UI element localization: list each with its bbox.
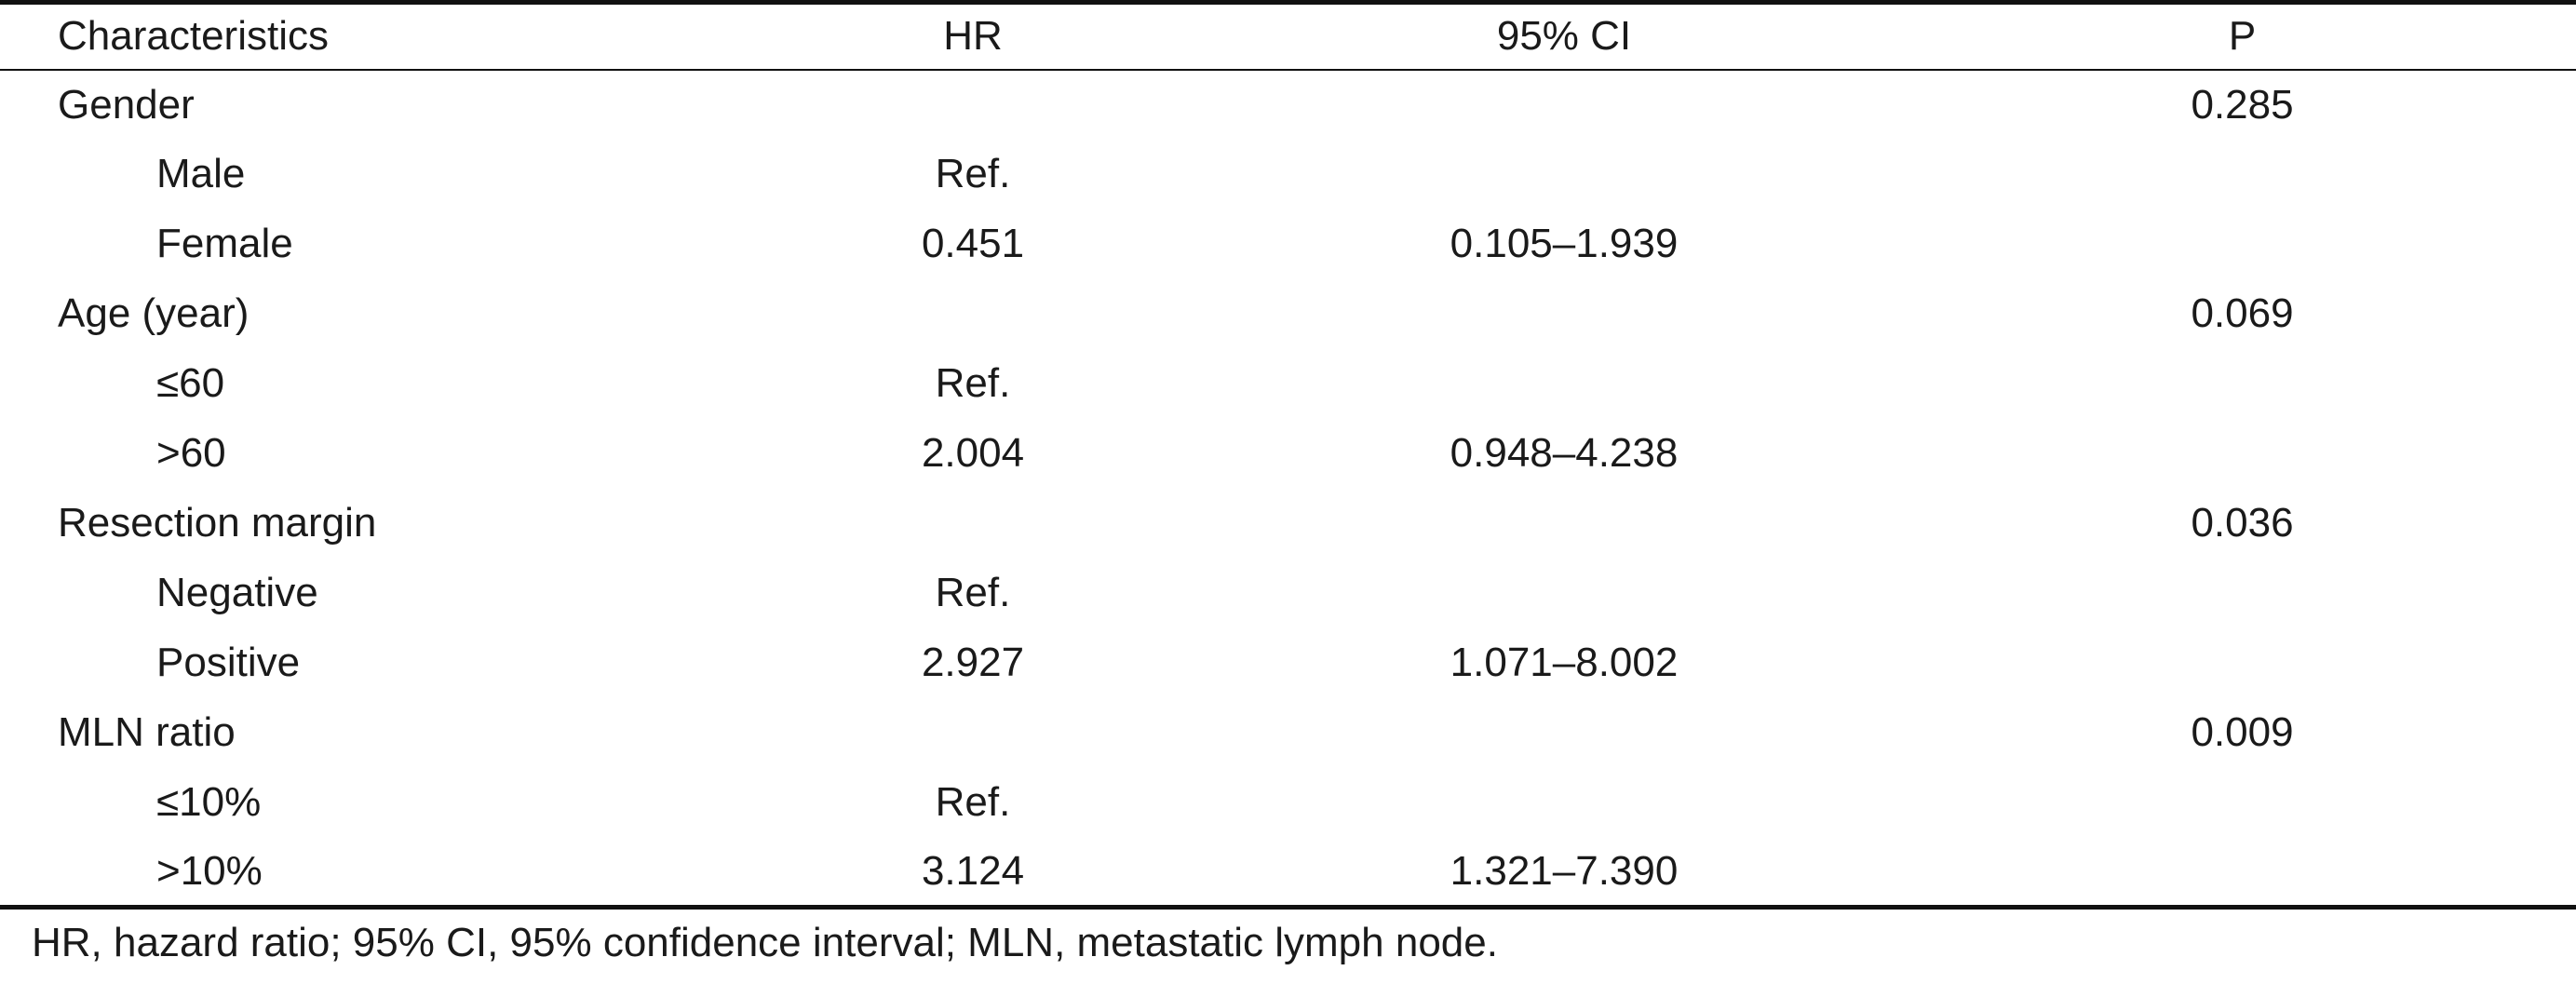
table-row: Age (year) 0.069 bbox=[0, 279, 2576, 349]
cell-p: 0.009 bbox=[2191, 709, 2294, 755]
cell-hr bbox=[726, 70, 1220, 140]
cell-p bbox=[1908, 768, 2576, 838]
header-characteristics: Characteristics bbox=[0, 0, 726, 71]
table-footnote: HR, hazard ratio; 95% CI, 95% confidence… bbox=[32, 920, 1498, 965]
cell-ci: 1.071–8.002 bbox=[1450, 640, 1679, 685]
table-body: Gender 0.285 Male Ref. Female 0.451 0.105–1.93… bbox=[0, 70, 2576, 910]
cell-hr: Ref. bbox=[935, 151, 1011, 196]
cell-ci: 1.321–7.390 bbox=[1220, 837, 1908, 910]
table-row: Male Ref. bbox=[0, 140, 2576, 209]
table-row: Gender 0.285 bbox=[0, 70, 2576, 140]
cell-ci bbox=[1220, 698, 1908, 768]
cell-p bbox=[1908, 837, 2576, 910]
cell-ci bbox=[1220, 140, 1908, 209]
table-row: Positive 2.927 1.071–8.002 bbox=[0, 628, 2576, 698]
cell-ci bbox=[1220, 489, 1908, 559]
cell-characteristic: ≤10% bbox=[156, 779, 262, 825]
header-row: Characteristics HR 95% CI P bbox=[0, 0, 2576, 71]
cell-ci bbox=[1220, 349, 1908, 419]
cell-ci bbox=[1220, 279, 1908, 349]
cell-hr: Ref. bbox=[935, 570, 1011, 615]
cell-p bbox=[1908, 559, 2576, 628]
cell-hr: 2.004 bbox=[921, 430, 1025, 476]
cell-p bbox=[1908, 419, 2576, 489]
cell-p: 0.036 bbox=[2191, 500, 2294, 546]
cell-hr: Ref. bbox=[935, 779, 1011, 825]
cell-characteristic: >10% bbox=[0, 837, 726, 910]
cell-hr: 2.927 bbox=[921, 640, 1025, 685]
cell-characteristic: Age (year) bbox=[58, 290, 250, 336]
cell-hr bbox=[726, 279, 1220, 349]
cell-hr bbox=[726, 489, 1220, 559]
table-row: >10% 3.124 1.321–7.390 bbox=[0, 837, 2576, 910]
table-row: Negative Ref. bbox=[0, 559, 2576, 628]
table-row: Resection margin 0.036 bbox=[0, 489, 2576, 559]
cell-characteristic: ≤60 bbox=[156, 360, 225, 406]
cell-ci bbox=[1220, 559, 1908, 628]
cell-hr: 3.124 bbox=[726, 837, 1220, 910]
cell-p: 0.285 bbox=[2191, 81, 2294, 128]
header-ci: 95% CI bbox=[1220, 0, 1908, 71]
cell-ci: 0.948–4.238 bbox=[1450, 430, 1679, 476]
table-header: Characteristics HR 95% CI P bbox=[0, 0, 2576, 71]
header-p: P bbox=[1908, 0, 2576, 71]
cell-characteristic: >60 bbox=[156, 430, 226, 476]
cell-p bbox=[1908, 628, 2576, 698]
cell-characteristic: Negative bbox=[156, 570, 318, 615]
table-row: >60 2.004 0.948–4.238 bbox=[0, 419, 2576, 489]
table-row: ≤10% Ref. bbox=[0, 768, 2576, 838]
cell-p: 0.069 bbox=[2191, 290, 2294, 336]
cell-p bbox=[1908, 209, 2576, 279]
cell-ci bbox=[1220, 768, 1908, 838]
cell-ci bbox=[1220, 70, 1908, 140]
cell-characteristic: MLN ratio bbox=[58, 709, 236, 755]
header-hr: HR bbox=[726, 0, 1220, 71]
cell-characteristic: Resection margin bbox=[58, 500, 377, 546]
results-table-container: Characteristics HR 95% CI P Gender 0.285 M… bbox=[0, 0, 2576, 910]
cell-hr: 0.451 bbox=[921, 221, 1025, 266]
table-row: ≤60 Ref. bbox=[0, 349, 2576, 419]
cell-ci: 0.105–1.939 bbox=[1450, 221, 1679, 266]
cell-p bbox=[1908, 140, 2576, 209]
cell-characteristic: Male bbox=[156, 151, 246, 196]
table-row: MLN ratio 0.009 bbox=[0, 698, 2576, 768]
cell-p bbox=[1908, 349, 2576, 419]
table-row: Female 0.451 0.105–1.939 bbox=[0, 209, 2576, 279]
cell-characteristic: Female bbox=[156, 221, 293, 266]
hazard-ratio-table: Characteristics HR 95% CI P Gender 0.285 M… bbox=[0, 0, 2576, 910]
cell-hr: Ref. bbox=[935, 360, 1011, 406]
cell-hr bbox=[726, 698, 1220, 768]
cell-characteristic: Positive bbox=[156, 640, 301, 685]
cell-characteristic: Gender bbox=[58, 81, 195, 128]
